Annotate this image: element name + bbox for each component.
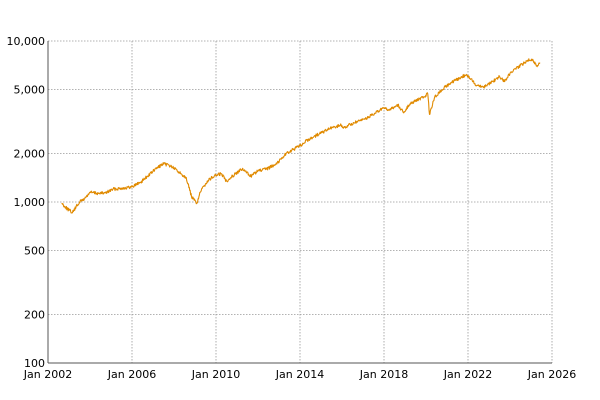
- x-tick-label: Jan 2022: [443, 368, 492, 381]
- y-tick-label: 2,000: [14, 148, 46, 161]
- y-tick-label: 10,000: [7, 35, 46, 48]
- x-tick-label: Jan 2006: [107, 368, 156, 381]
- y-tick-label: 500: [24, 244, 45, 257]
- y-tick-label: 1,000: [14, 196, 46, 209]
- axes: [47, 41, 552, 364]
- x-tick-label: Jan 2002: [23, 368, 72, 381]
- y-tick-label: 5,000: [14, 83, 46, 96]
- x-tick-label: Jan 2010: [191, 368, 240, 381]
- tick-labels: 100 200 500 1,000 2,000 5,000 10,000 Jan 2002 Ja…: [7, 35, 577, 381]
- x-tick-label: Jan 2018: [359, 368, 408, 381]
- x-tick-label: Jan 2014: [275, 368, 324, 381]
- series-line-0: [61, 58, 541, 214]
- series-area: [61, 58, 541, 214]
- x-tick-label: Jan 2026: [527, 368, 576, 381]
- y-tick-label: 100: [24, 357, 45, 370]
- y-tick-label: 200: [24, 309, 45, 322]
- gridlines: [47, 40, 553, 364]
